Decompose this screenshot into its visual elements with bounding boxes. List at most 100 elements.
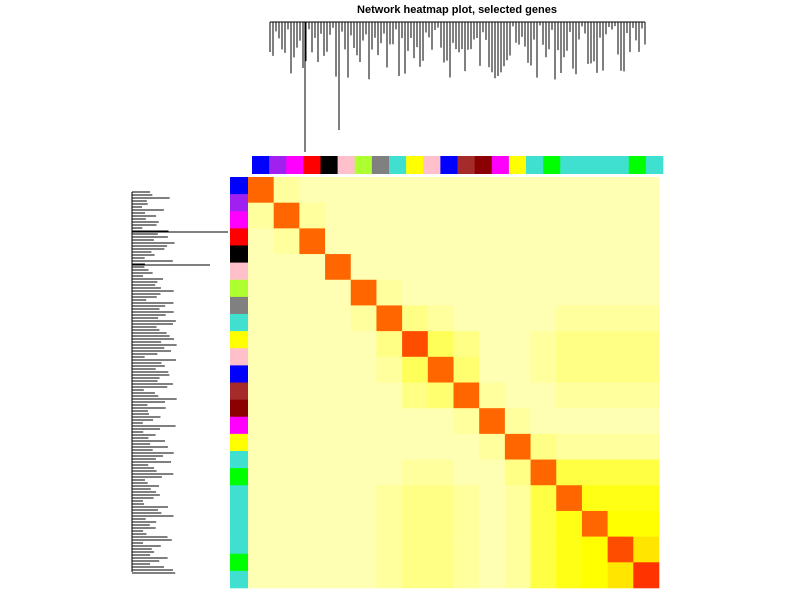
- heatmap-cell: [402, 562, 429, 589]
- heatmap-cell: [299, 305, 326, 332]
- heatmap-cell: [581, 356, 608, 383]
- heatmap-cell: [556, 433, 583, 460]
- heatmap-cell: [633, 485, 660, 512]
- heatmap-cell: [607, 562, 634, 589]
- heatmap-cell: [299, 536, 326, 563]
- heatmap-cell: [453, 305, 480, 332]
- heatmap-cell: [633, 177, 660, 203]
- heatmap-cell: [350, 459, 377, 486]
- heatmap-cell: [325, 202, 352, 229]
- heatmap-cell: [376, 177, 403, 203]
- heatmap-cell: [607, 228, 634, 255]
- heatmap-cell: [556, 382, 583, 409]
- module-color-left: [230, 468, 248, 486]
- module-color-left: [230, 314, 248, 332]
- module-color-left: [230, 211, 248, 229]
- heatmap-cell: [453, 408, 480, 435]
- heatmap-cell: [633, 202, 660, 229]
- heatmap-cell: [402, 382, 429, 409]
- module-color-top: [560, 156, 578, 174]
- heatmap-cell: [299, 254, 326, 281]
- heatmap-cell: [556, 305, 583, 332]
- heatmap-cell: [556, 459, 583, 486]
- heatmap-cell: [325, 485, 352, 512]
- heatmap-cell: [248, 279, 274, 306]
- heatmap-cell: [427, 408, 454, 435]
- heatmap-cell: [376, 254, 403, 281]
- heatmap-cell: [248, 433, 274, 460]
- heatmap-cell: [350, 254, 377, 281]
- heatmap-cell: [402, 228, 429, 255]
- module-color-left: [230, 536, 248, 555]
- heatmap-cell: [376, 228, 403, 255]
- heatmap-cell: [402, 177, 429, 203]
- heatmap-cell: [556, 408, 583, 435]
- heatmap-cell: [607, 305, 634, 332]
- heatmap-cell: [427, 331, 454, 358]
- heatmap-cell: [479, 433, 506, 460]
- heatmap-cell: [607, 408, 634, 435]
- heatmap-cell: [325, 408, 352, 435]
- heatmap-cell: [633, 331, 660, 358]
- heatmap-cell: [453, 433, 480, 460]
- heatmap-cell: [453, 536, 480, 563]
- heatmap-cell: [325, 562, 352, 589]
- heatmap-cell: [299, 356, 326, 383]
- heatmap-cell: [504, 433, 531, 460]
- heatmap-cell: [427, 459, 454, 486]
- heatmap-cell: [581, 254, 608, 281]
- module-color-left: [230, 485, 248, 503]
- heatmap-cell: [504, 305, 531, 332]
- heatmap-cell: [479, 382, 506, 409]
- heatmap-cell: [530, 485, 557, 512]
- heatmap-cell: [427, 382, 454, 409]
- heatmap-cell: [376, 408, 403, 435]
- heatmap-cell: [504, 536, 531, 563]
- heatmap-cell: [633, 433, 660, 460]
- module-color-left: [230, 570, 248, 589]
- heatmap-cell: [350, 305, 377, 332]
- heatmap-cell: [427, 279, 454, 306]
- heatmap-cell: [479, 356, 506, 383]
- heatmap-cell: [325, 254, 352, 281]
- heatmap-cell: [556, 485, 583, 512]
- heatmap-cell: [607, 510, 634, 537]
- heatmap-cell: [581, 536, 608, 563]
- heatmap-cell: [325, 279, 352, 306]
- dendrogram: [131, 21, 646, 574]
- heatmap-cell: [427, 305, 454, 332]
- module-color-left: [230, 296, 248, 315]
- heatmap-cell: [453, 562, 480, 589]
- module-color-left: [230, 194, 248, 212]
- heatmap-cell: [556, 331, 583, 358]
- heatmap-cell: [453, 331, 480, 358]
- heatmap-cell: [581, 331, 608, 358]
- heatmap-cell: [299, 510, 326, 537]
- module-color-left: [230, 262, 248, 281]
- heatmap-cell: [453, 228, 480, 255]
- heatmap-cell: [504, 228, 531, 255]
- heatmap-cell: [273, 228, 300, 255]
- heatmap-cell: [581, 382, 608, 409]
- heatmap-cell: [453, 177, 480, 203]
- heatmap-cell: [633, 356, 660, 383]
- heatmap-cell: [607, 254, 634, 281]
- heatmap-cell: [273, 459, 300, 486]
- heatmap-cell: [479, 485, 506, 512]
- heatmap-cell: [376, 562, 403, 589]
- heatmap-cell: [350, 202, 377, 229]
- heatmap-cell: [607, 331, 634, 358]
- heatmap-cell: [350, 331, 377, 358]
- heatmap-cell: [427, 562, 454, 589]
- heatmap-cell: [376, 382, 403, 409]
- heatmap-cell: [479, 331, 506, 358]
- heatmap-cell: [325, 228, 352, 255]
- module-color-top: [269, 156, 287, 174]
- heatmap-cell: [427, 485, 454, 512]
- heatmap-cell: [248, 536, 274, 563]
- heatmap-cell: [248, 331, 274, 358]
- module-color-left: [230, 433, 248, 452]
- heatmap-cell: [427, 510, 454, 537]
- heatmap-cell: [479, 279, 506, 306]
- heatmap-cell: [581, 177, 608, 203]
